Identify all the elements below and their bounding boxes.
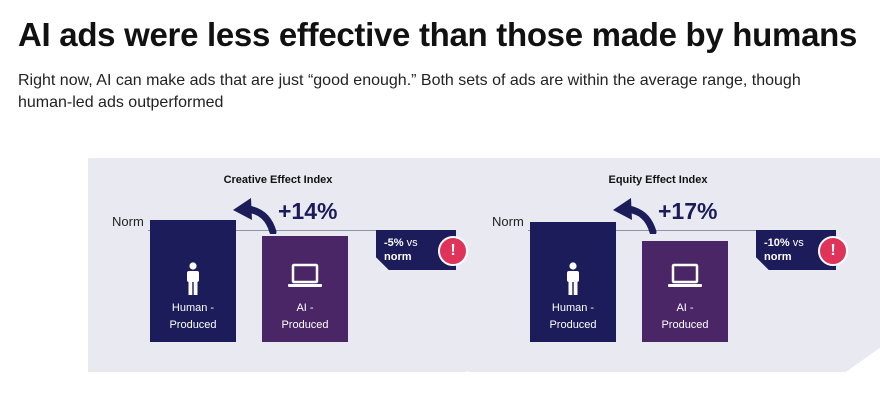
bar-label-line: Human -: [551, 302, 595, 314]
callout-value: -10%: [764, 237, 790, 249]
chart-title: Equity Effect Index: [608, 174, 708, 186]
chart-title: Creative Effect Index: [223, 174, 333, 186]
norm-label: Norm: [112, 214, 144, 229]
curved-arrow-icon: [233, 198, 277, 234]
callout-vs: vs: [792, 237, 804, 249]
bar-label-human: Human - Produced: [530, 300, 616, 334]
bar-label-line: AI -: [676, 302, 694, 314]
bar-label-line: Produced: [549, 319, 597, 331]
norm-label: Norm: [492, 214, 524, 229]
uplift-label: +17%: [658, 198, 718, 224]
equity-effect-panel: Equity Effect Index Norm Human - Produce…: [468, 158, 880, 372]
bar-label-line: Human -: [171, 302, 215, 314]
bar-label-ai: AI - Produced: [262, 300, 348, 334]
alert-icon: !: [438, 236, 468, 266]
person-icon: [187, 262, 199, 295]
bar-label-line: AI -: [296, 302, 314, 314]
ai-produced-bar: AI - Produced: [262, 236, 348, 342]
ai-vs-norm-callout: -10% vs norm: [756, 230, 836, 270]
curved-arrow-icon: [613, 198, 657, 234]
callout-norm: norm: [764, 251, 792, 263]
bar-label-line: Produced: [661, 319, 709, 331]
callout-vs: vs: [406, 237, 418, 249]
page-subtitle: Right now, AI can make ads that are just…: [18, 72, 801, 111]
callout-norm: norm: [384, 251, 412, 263]
human-produced-bar: Human - Produced: [150, 220, 236, 342]
alert-icon: !: [818, 236, 848, 266]
norm-line: [148, 230, 423, 231]
bar-label-human: Human - Produced: [150, 300, 236, 334]
norm-line: [528, 230, 803, 231]
callout-value: -5%: [384, 237, 404, 249]
bar-label-line: Produced: [169, 319, 217, 331]
bar-label-line: Produced: [281, 319, 329, 331]
ai-produced-bar: AI - Produced: [642, 241, 728, 342]
page-title: AI ads were less effective than those ma…: [18, 16, 858, 53]
human-produced-bar: Human - Produced: [530, 222, 616, 342]
uplift-label: +14%: [278, 198, 338, 224]
person-icon: [567, 262, 579, 295]
laptop-icon: [668, 263, 702, 287]
laptop-icon: [288, 263, 322, 287]
bar-label-ai: AI - Produced: [642, 300, 728, 334]
creative-effect-panel: Creative Effect Index Norm Human - Produ…: [88, 158, 508, 372]
